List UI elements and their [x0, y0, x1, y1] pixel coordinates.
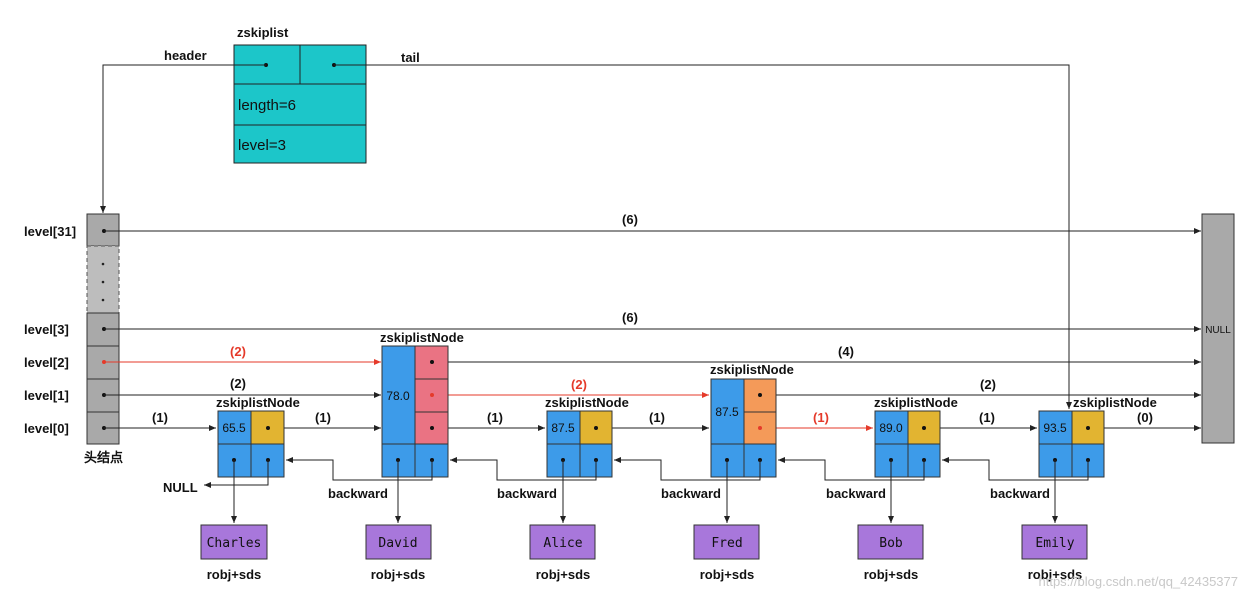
backward-label-2: backward [328, 486, 388, 501]
backward-label-3: backward [497, 486, 557, 501]
member-name: Fred [711, 536, 742, 551]
node-title: zskiplistNode [874, 395, 958, 410]
backward-pointer-5 [778, 457, 925, 481]
member-object-1: Charles robj+sds [200, 524, 268, 582]
level-2-label: level[2] [24, 355, 69, 370]
span-level1-a: (2) [230, 376, 246, 391]
skiplist-node-1: zskiplistNode 65.5 [216, 395, 300, 478]
node-title: zskiplistNode [216, 395, 300, 410]
backward-label-4: backward [661, 486, 721, 501]
robj-label: robj+sds [1028, 567, 1083, 582]
null-box-label: NULL [1205, 325, 1231, 336]
level-31-label: level[31] [24, 224, 76, 239]
backward-pointer-3 [450, 457, 597, 481]
header-level-gap [86, 245, 120, 314]
span-level31: (6) [622, 212, 638, 227]
span-level0-g: (0) [1137, 410, 1153, 425]
member-name: Emily [1035, 536, 1074, 551]
node-score: 89.0 [879, 421, 903, 435]
watermark-text: https://blog.csdn.net/qq_42435377 [1039, 574, 1239, 589]
member-object-3: Alice robj+sds [529, 524, 596, 582]
member-object-2: David robj+sds [365, 524, 432, 582]
level-0-label: level[0] [24, 421, 69, 436]
backward-pointer-2 [286, 457, 433, 481]
span-level0-c: (1) [487, 410, 503, 425]
skiplist-node-5: zskiplistNode 89.0 [874, 395, 958, 478]
skiplist-node-3: zskiplistNode 87.5 [545, 395, 629, 478]
zskiplist-struct: length=6 level=3 [233, 44, 367, 164]
member-name: Alice [543, 536, 582, 551]
backward-pointer-1 [204, 460, 269, 488]
backward-pointer-6 [942, 457, 1089, 481]
robj-label: robj+sds [536, 567, 591, 582]
node-score: 93.5 [1043, 421, 1067, 435]
null-box [1201, 213, 1235, 444]
span-level0-e: (1) [813, 410, 829, 425]
zskiplist-length: length=6 [238, 97, 296, 114]
level-1-label: level[1] [24, 388, 69, 403]
header-level-31 [86, 213, 120, 247]
node-title: zskiplistNode [710, 362, 794, 377]
header-node [86, 213, 120, 445]
zskiplist-title: zskiplist [237, 25, 289, 40]
node-score: 87.5 [551, 421, 575, 435]
span-level2-a: (2) [230, 344, 246, 359]
null-backward-label: NULL [163, 480, 198, 495]
span-level0-f: (1) [979, 410, 995, 425]
backward-pointer-4 [614, 457, 761, 481]
skiplist-node-6: zskiplistNode 93.5 [1038, 395, 1157, 478]
header-label: header [164, 48, 207, 63]
member-name: David [378, 536, 417, 551]
span-level3: (6) [622, 310, 638, 325]
zskiplist-level: level=3 [238, 137, 286, 154]
robj-label: robj+sds [864, 567, 919, 582]
span-level2-b: (4) [838, 344, 854, 359]
skiplist-node-2: zskiplistNode 78.0 [380, 330, 464, 478]
span-level0-b: (1) [315, 410, 331, 425]
backward-label-6: backward [990, 486, 1050, 501]
span-level1-c: (2) [980, 377, 996, 392]
node-score: 65.5 [222, 421, 246, 435]
level-3-label: level[3] [24, 322, 69, 337]
span-level0-d: (1) [649, 410, 665, 425]
member-object-5: Bob robj+sds [857, 524, 924, 582]
node-title: zskiplistNode [545, 395, 629, 410]
tail-label: tail [401, 50, 420, 65]
robj-label: robj+sds [700, 567, 755, 582]
backward-label-5: backward [826, 486, 886, 501]
span-level0-a: (1) [152, 410, 168, 425]
span-level1-b: (2) [571, 377, 587, 392]
node-score: 87.5 [715, 405, 739, 419]
node-title: zskiplistNode [1073, 395, 1157, 410]
header-pointer-line [100, 64, 266, 213]
member-object-6: Emily robj+sds [1021, 524, 1088, 582]
tail-pointer-line [334, 64, 1072, 409]
header-node-caption: 头结点 [84, 450, 123, 465]
member-name: Charles [207, 536, 262, 551]
robj-label: robj+sds [207, 567, 262, 582]
member-name: Bob [879, 536, 903, 551]
member-object-4: Fred robj+sds [693, 524, 760, 582]
robj-label: robj+sds [371, 567, 426, 582]
node-title: zskiplistNode [380, 330, 464, 345]
node-score: 78.0 [386, 389, 410, 403]
